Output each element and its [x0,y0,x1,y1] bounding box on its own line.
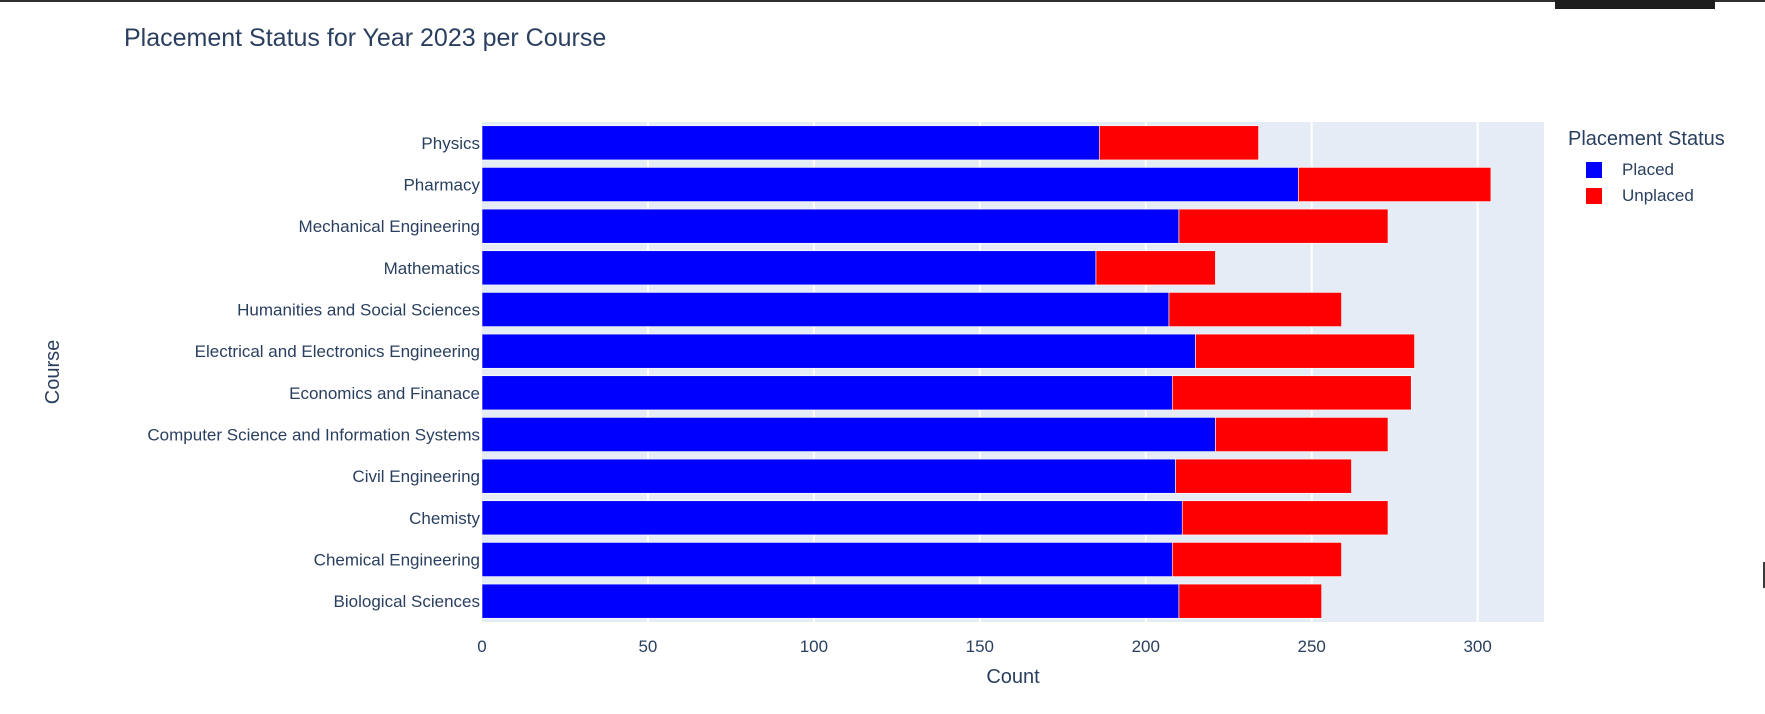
y-tick-label: Biological Sciences [334,592,480,611]
bar-unplaced-7[interactable] [1168,292,1342,327]
y-axis-label: Course [42,340,64,404]
y-tick-label: Computer Science and Information Systems [147,426,480,445]
bar-placed-5[interactable] [481,375,1173,411]
legend-label-placed: Placed [1622,160,1674,179]
bar-unplaced-10[interactable] [1298,167,1492,202]
bar-unplaced-1[interactable] [1172,542,1342,577]
legend-item-placed[interactable]: Placed [1586,157,1725,183]
chart-title: Placement Status for Year 2023 per Cours… [124,24,607,52]
x-tick-label: 100 [800,637,828,656]
y-tick-label: Electrical and Electronics Engineering [195,342,480,361]
y-tick-label: Pharmacy [403,176,480,195]
x-tick-label: 200 [1132,637,1160,656]
bar-unplaced-6[interactable] [1195,333,1415,369]
bar-unplaced-4[interactable] [1215,417,1389,452]
bar-placed-8[interactable] [481,250,1097,286]
bar-placed-11[interactable] [481,125,1100,161]
y-tick-label: Civil Engineering [352,467,480,486]
legend-swatch-unplaced [1586,188,1602,204]
y-tick-label: Chemical Engineering [314,551,480,570]
bar-unplaced-2[interactable] [1181,500,1389,536]
x-tick-labels: 0 50 100 150 200 250 300 [477,637,1492,656]
legend-title: Placement Status [1568,128,1725,150]
legend-swatch-placed [1586,162,1602,178]
x-tick-label: 50 [638,637,657,656]
bar-unplaced-3[interactable] [1175,458,1352,494]
bar-unplaced-11[interactable] [1098,125,1259,161]
plot-background [482,122,1544,622]
y-tick-label: Mechanical Engineering [299,217,480,236]
x-tick-label: 300 [1463,637,1491,656]
x-axis-label: Count [986,666,1040,688]
bar-placed-1[interactable] [481,542,1173,577]
bar-unplaced-9[interactable] [1178,208,1389,244]
bar-unplaced-5[interactable] [1172,375,1412,411]
bar-placed-6[interactable] [481,333,1196,369]
bar-placed-4[interactable] [481,417,1216,452]
y-tick-label: Physics [421,134,480,153]
bar-unplaced-8[interactable] [1095,250,1216,286]
y-tick-label: Humanities and Social Sciences [237,301,480,320]
bar-placed-10[interactable] [481,167,1299,202]
legend: Placement Status Placed Unplaced [1568,128,1725,209]
legend-item-unplaced[interactable]: Unplaced [1586,183,1725,209]
bar-placed-3[interactable] [481,458,1176,494]
bar-placed-7[interactable] [481,292,1170,327]
x-tick-label: 250 [1298,637,1326,656]
y-tick-label: Mathematics [384,259,480,278]
legend-label-unplaced: Unplaced [1622,186,1694,205]
bar-placed-2[interactable] [481,500,1183,536]
bar-unplaced-0[interactable] [1178,583,1322,619]
y-tick-label: Chemisty [409,509,480,528]
x-tick-label: 150 [966,637,994,656]
bar-placed-9[interactable] [481,208,1180,244]
x-tick-label: 0 [477,637,486,656]
bar-placed-0[interactable] [481,583,1180,619]
bars [481,125,1492,619]
right-edge-mark [1763,562,1765,588]
top-border [0,0,1765,2]
top-toolbar-block [1555,0,1715,9]
y-tick-labels: Biological Sciences Chemical Engineering C… [147,134,480,611]
y-tick-label: Economics and Finanace [289,384,480,403]
gridlines [646,122,1479,622]
